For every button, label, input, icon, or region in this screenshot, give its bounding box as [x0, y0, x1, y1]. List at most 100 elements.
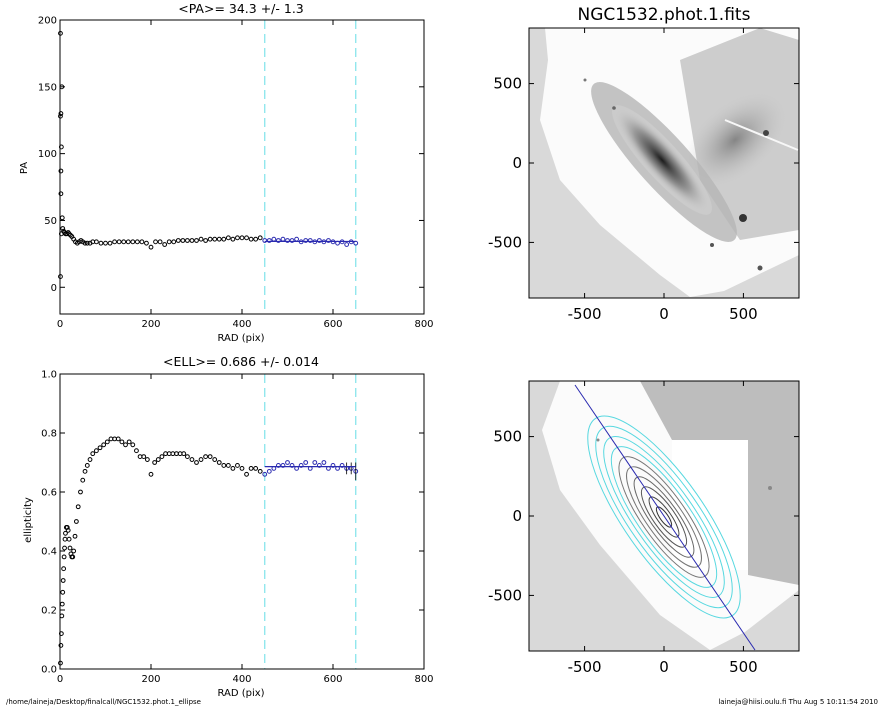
data-point	[104, 439, 110, 445]
data-point	[58, 191, 64, 197]
data-point	[87, 457, 93, 462]
data-point	[171, 239, 177, 245]
data-point	[316, 463, 322, 468]
ell-range-lines	[264, 374, 357, 669]
x-tick-label: 400	[232, 319, 251, 330]
data-point	[58, 111, 64, 116]
image-title: NGC1532.phot.1.fits	[578, 5, 751, 25]
data-point	[239, 235, 245, 241]
data-point	[134, 239, 140, 245]
pa-panel: <PA>= 34.3 +/- 1.3 PA RAD (pix) 0 200 400 6…	[19, 1, 434, 344]
y-tick-label: 50	[44, 216, 57, 227]
data-point	[148, 244, 154, 250]
data-point	[248, 466, 254, 471]
star	[768, 486, 772, 490]
data-point	[107, 240, 113, 246]
data-point	[71, 548, 77, 554]
data-point	[130, 239, 136, 245]
fits-image-panel: NGC1532.phot.1.fits -500 0 500 -500 0 500	[488, 5, 800, 323]
y-tick-label: 0.0	[41, 665, 57, 676]
fits-image	[529, 28, 799, 298]
data-point	[244, 471, 249, 477]
data-point	[257, 235, 263, 241]
ell-axis-ticks: 0 200 400 600 800 0.0 0.2 0.4 0.6 0.8 1.0	[41, 370, 433, 686]
x-tick-label: 0	[57, 319, 63, 330]
data-point	[194, 238, 199, 243]
contour-ellipse	[603, 436, 725, 598]
data-point	[144, 240, 149, 246]
y-tick-label: 0	[51, 283, 57, 294]
data-point	[180, 238, 186, 243]
data-point	[97, 445, 103, 451]
data-point	[266, 468, 272, 474]
companion-galaxy	[683, 93, 787, 187]
x-tick-label: -500	[568, 305, 602, 323]
y-tick-label: 0.6	[41, 488, 57, 499]
data-point	[166, 239, 172, 245]
data-point	[294, 236, 300, 242]
data-point	[58, 168, 64, 174]
data-point	[289, 463, 295, 468]
data-point	[198, 236, 204, 242]
data-point	[141, 454, 147, 460]
data-point	[203, 238, 209, 243]
masked-region	[672, 440, 748, 570]
data-point	[230, 466, 236, 471]
data-point	[61, 554, 67, 560]
data-point	[303, 238, 309, 243]
data-point	[185, 454, 190, 460]
data-point	[94, 239, 99, 245]
data-point	[289, 238, 295, 243]
y-tick-label: -500	[488, 233, 522, 251]
x-tick-label: 0	[659, 305, 669, 323]
contour-ellipse	[587, 415, 741, 619]
data-point	[216, 460, 222, 465]
data-point	[101, 442, 107, 448]
data-point	[59, 215, 65, 221]
data-point	[62, 536, 68, 542]
star	[710, 243, 714, 247]
star	[612, 106, 616, 110]
contour-axis-ticks: -500 0 500 -500 0 500	[488, 381, 799, 676]
data-point	[75, 504, 81, 510]
star	[739, 214, 747, 222]
y-tick-label: 0.4	[41, 547, 57, 558]
data-point	[285, 460, 290, 465]
data-point	[134, 448, 139, 454]
x-tick-label: 800	[414, 674, 433, 685]
image-axis-ticks: -500 0 500 -500 0 500	[488, 28, 799, 323]
ell-title: <ELL>= 0.686 +/- 0.014	[163, 354, 319, 369]
data-point	[307, 238, 313, 243]
ellipticity-panel: <ELL>= 0.686 +/- 0.014 ellipticity RAD (…	[23, 354, 434, 699]
data-point	[316, 238, 322, 243]
data-point	[144, 457, 150, 462]
pa-plot-frame	[59, 19, 425, 315]
x-tick-label: 600	[323, 319, 342, 330]
data-point	[248, 236, 254, 242]
data-point	[157, 239, 163, 245]
contour-ellipse	[595, 425, 733, 609]
data-point	[72, 533, 78, 539]
data-point	[60, 589, 66, 595]
data-point	[339, 463, 345, 468]
data-point	[65, 527, 71, 533]
data-point	[262, 238, 268, 243]
y-tick-label: 0.8	[41, 429, 57, 440]
data-point	[60, 578, 66, 583]
x-tick-label: 0	[57, 674, 63, 685]
data-point	[321, 460, 327, 465]
data-point	[212, 236, 218, 242]
data-point	[280, 236, 286, 242]
y-tick-label: 500	[493, 428, 522, 446]
data-point	[60, 226, 66, 231]
data-point	[159, 454, 165, 460]
data-point	[221, 236, 227, 242]
data-point	[271, 236, 277, 242]
data-point	[212, 457, 218, 462]
x-tick-label: 0	[659, 658, 669, 676]
file-path: /home/laineja/Desktop/finalcall/NGC1532.…	[6, 698, 201, 706]
data-point	[58, 643, 64, 648]
data-point	[221, 463, 227, 468]
major-axis-line	[574, 384, 756, 651]
ell-xlabel: RAD (pix)	[217, 688, 264, 699]
